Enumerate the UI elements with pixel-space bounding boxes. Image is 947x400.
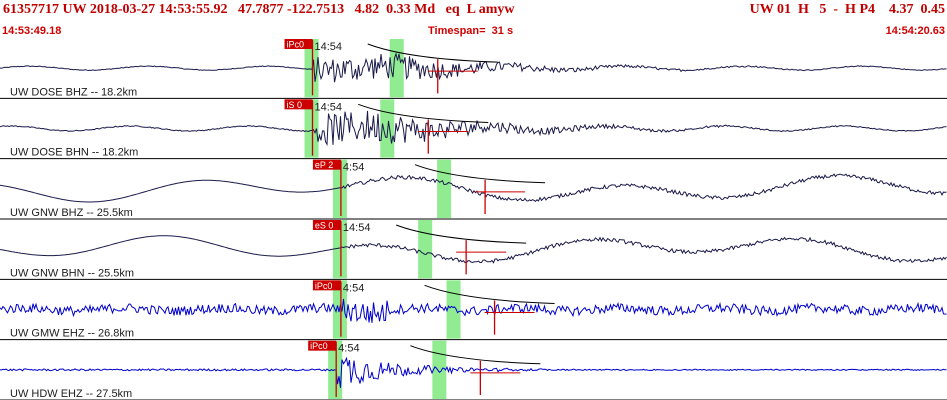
p-window-band: [332, 220, 347, 279]
seismogram-panel[interactable]: iPc0 14:54 UW DOSE BHZ -- 18.2km iS 0 14:54 U…: [0, 38, 947, 400]
s-window-band: [418, 220, 433, 279]
pick-label: eS 0: [315, 221, 334, 231]
theory-curve: [358, 103, 489, 123]
end-time: 14:54:20.63: [885, 25, 945, 37]
trace-1[interactable]: iPc0 14:54 UW DOSE BHZ -- 18.2km: [0, 39, 947, 99]
time-tick: 14:54: [343, 222, 371, 234]
waveform: [0, 356, 947, 388]
station-label: UW HDW EHZ -- 27.5km: [10, 388, 132, 400]
pick-label: eP 2: [315, 160, 333, 170]
trace-5[interactable]: iPc0 4:54 UW GMW EHZ -- 26.8km: [0, 280, 947, 341]
waveform: [0, 298, 947, 323]
pick-flag[interactable]: [312, 280, 341, 291]
station-label: UW DOSE BHZ -- 18.2km: [10, 86, 137, 98]
pick-flag[interactable]: [308, 340, 337, 351]
pick-label: iS 0: [287, 100, 303, 110]
trace-4[interactable]: eS 0 14:54 UW GNW BHN -- 25.5km: [0, 220, 947, 280]
time-tick: 4:54: [343, 162, 364, 174]
time-tick: 14:54: [315, 41, 343, 53]
waveform: [0, 110, 947, 147]
pick-label: iPc0: [310, 341, 328, 351]
time-tick: 4:54: [338, 343, 359, 355]
pick-flag[interactable]: [312, 159, 341, 170]
station-label: UW DOSE BHN -- 18.2km: [10, 147, 138, 159]
p-window-band: [304, 39, 319, 98]
p-window-band: [304, 99, 319, 158]
theory-curve: [410, 345, 541, 365]
trace-3[interactable]: eP 2 4:54 UW GNW BHZ -- 25.5km: [0, 159, 947, 220]
event-header: 61357717 UW 2018-03-27 14:53:55.92 47.78…: [0, 0, 947, 37]
waveform: [0, 173, 947, 203]
station-label: UW GMW EHZ -- 26.8km: [10, 328, 134, 340]
s-window-band: [432, 340, 447, 399]
station-label: UW GNW BHZ -- 25.5km: [10, 207, 133, 219]
timespan: Timespan= 31 s: [428, 25, 514, 37]
theory-curve: [414, 164, 546, 184]
s-window-band: [389, 39, 404, 98]
theory-curve: [424, 284, 555, 304]
pick-label: iPc0: [287, 40, 305, 50]
trace-2[interactable]: iS 0 14:54 UW DOSE BHN -- 18.2km: [0, 99, 947, 160]
time-tick: 4:54: [343, 282, 364, 294]
time-tick: 14:54: [315, 101, 343, 113]
s-window-band: [446, 280, 461, 339]
event-summary: 61357717 UW 2018-03-27 14:53:55.92 47.78…: [3, 2, 515, 17]
s-window-band: [437, 159, 452, 218]
pick-flag[interactable]: [284, 39, 313, 49]
station-summary: UW 01 H 5 - H P4 4.37 0.45: [749, 2, 945, 17]
waveform: [0, 52, 947, 83]
pick-flag[interactable]: [312, 220, 341, 230]
s-window-band: [380, 99, 395, 158]
trace-6[interactable]: iPc0 4:54 UW HDW EHZ -- 27.5km: [0, 340, 947, 400]
theory-curve: [367, 43, 498, 63]
theory-curve: [395, 224, 527, 244]
pick-label: iPc0: [315, 281, 333, 291]
waveform: [0, 235, 947, 264]
start-time: 14:53:49.18: [2, 25, 62, 37]
pick-flag[interactable]: [284, 99, 313, 110]
station-label: UW GNW BHN -- 25.5km: [10, 267, 134, 279]
p-window-band: [332, 159, 347, 218]
